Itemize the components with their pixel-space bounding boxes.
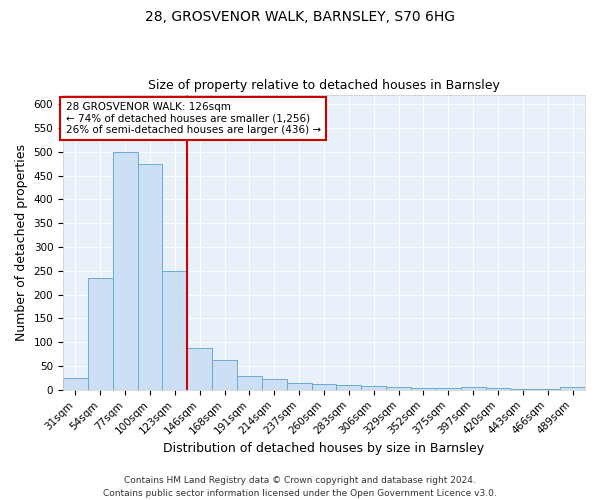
- Bar: [436, 388, 461, 390]
- Bar: [212, 360, 237, 390]
- Bar: [361, 386, 386, 390]
- Title: Size of property relative to detached houses in Barnsley: Size of property relative to detached ho…: [148, 79, 500, 92]
- Bar: [237, 376, 262, 390]
- Bar: [287, 383, 311, 390]
- Text: 28 GROSVENOR WALK: 126sqm
← 74% of detached houses are smaller (1,256)
26% of se: 28 GROSVENOR WALK: 126sqm ← 74% of detac…: [65, 102, 321, 135]
- Text: 28, GROSVENOR WALK, BARNSLEY, S70 6HG: 28, GROSVENOR WALK, BARNSLEY, S70 6HG: [145, 10, 455, 24]
- Bar: [311, 384, 337, 390]
- Bar: [137, 164, 163, 390]
- Bar: [262, 379, 287, 390]
- Bar: [63, 378, 88, 390]
- Bar: [113, 152, 137, 390]
- Bar: [88, 278, 113, 390]
- Bar: [560, 388, 585, 390]
- Bar: [485, 388, 511, 390]
- Bar: [163, 271, 187, 390]
- Y-axis label: Number of detached properties: Number of detached properties: [15, 144, 28, 340]
- Bar: [461, 388, 485, 390]
- Bar: [386, 388, 411, 390]
- Bar: [411, 388, 436, 390]
- Bar: [337, 384, 361, 390]
- Bar: [187, 348, 212, 390]
- X-axis label: Distribution of detached houses by size in Barnsley: Distribution of detached houses by size …: [163, 442, 485, 455]
- Text: Contains HM Land Registry data © Crown copyright and database right 2024.
Contai: Contains HM Land Registry data © Crown c…: [103, 476, 497, 498]
